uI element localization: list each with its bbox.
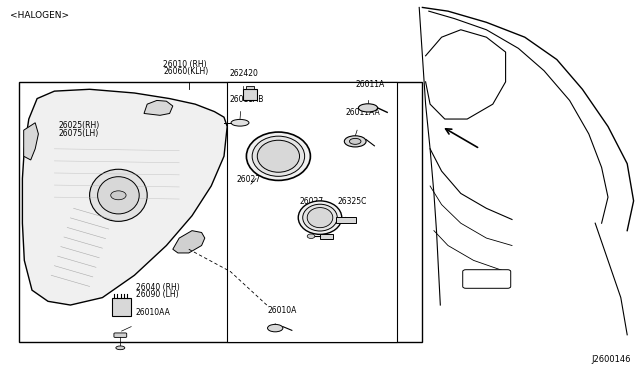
Text: 26040 (RH): 26040 (RH) — [136, 283, 179, 292]
Bar — [19, 82, 422, 342]
Polygon shape — [22, 89, 227, 305]
Circle shape — [111, 191, 126, 200]
Text: 26325C: 26325C — [337, 198, 367, 206]
Text: 262420: 262420 — [229, 69, 258, 78]
Text: J2600146: J2600146 — [591, 355, 630, 364]
Ellipse shape — [231, 119, 249, 126]
Polygon shape — [173, 231, 205, 253]
Bar — [243, 89, 257, 100]
Text: 26060(KLH): 26060(KLH) — [163, 67, 209, 76]
Text: 26011AB: 26011AB — [229, 95, 264, 104]
Ellipse shape — [349, 138, 361, 144]
Ellipse shape — [90, 169, 147, 221]
Text: 26075(LH): 26075(LH) — [59, 129, 99, 138]
Polygon shape — [24, 123, 38, 160]
Text: 26010 (RH): 26010 (RH) — [163, 60, 207, 69]
Text: 26011AA: 26011AA — [346, 108, 380, 117]
Text: 26010A: 26010A — [268, 306, 297, 315]
Ellipse shape — [307, 208, 333, 228]
Text: 26090 (LH): 26090 (LH) — [136, 291, 179, 299]
Ellipse shape — [98, 177, 140, 214]
FancyBboxPatch shape — [463, 270, 511, 288]
Text: 26011AC: 26011AC — [304, 215, 339, 224]
Ellipse shape — [344, 136, 366, 147]
Bar — [227, 82, 397, 342]
Ellipse shape — [358, 104, 378, 112]
Text: 26025(RH): 26025(RH) — [59, 121, 100, 130]
Text: 26027: 26027 — [237, 175, 261, 184]
FancyBboxPatch shape — [114, 333, 127, 337]
Bar — [320, 234, 333, 239]
Bar — [112, 298, 131, 316]
Ellipse shape — [257, 140, 300, 172]
Ellipse shape — [268, 324, 283, 332]
Text: 26011A: 26011A — [355, 80, 385, 89]
Circle shape — [307, 234, 315, 238]
Text: 26010AA: 26010AA — [136, 308, 170, 317]
Ellipse shape — [252, 136, 305, 176]
Ellipse shape — [246, 132, 310, 180]
Bar — [246, 86, 254, 89]
Polygon shape — [144, 100, 173, 115]
Text: 26027: 26027 — [300, 198, 324, 206]
Ellipse shape — [303, 204, 337, 231]
Text: <HALOGEN>: <HALOGEN> — [10, 11, 68, 20]
Ellipse shape — [298, 201, 342, 234]
Bar — [336, 217, 356, 223]
Ellipse shape — [116, 346, 125, 350]
